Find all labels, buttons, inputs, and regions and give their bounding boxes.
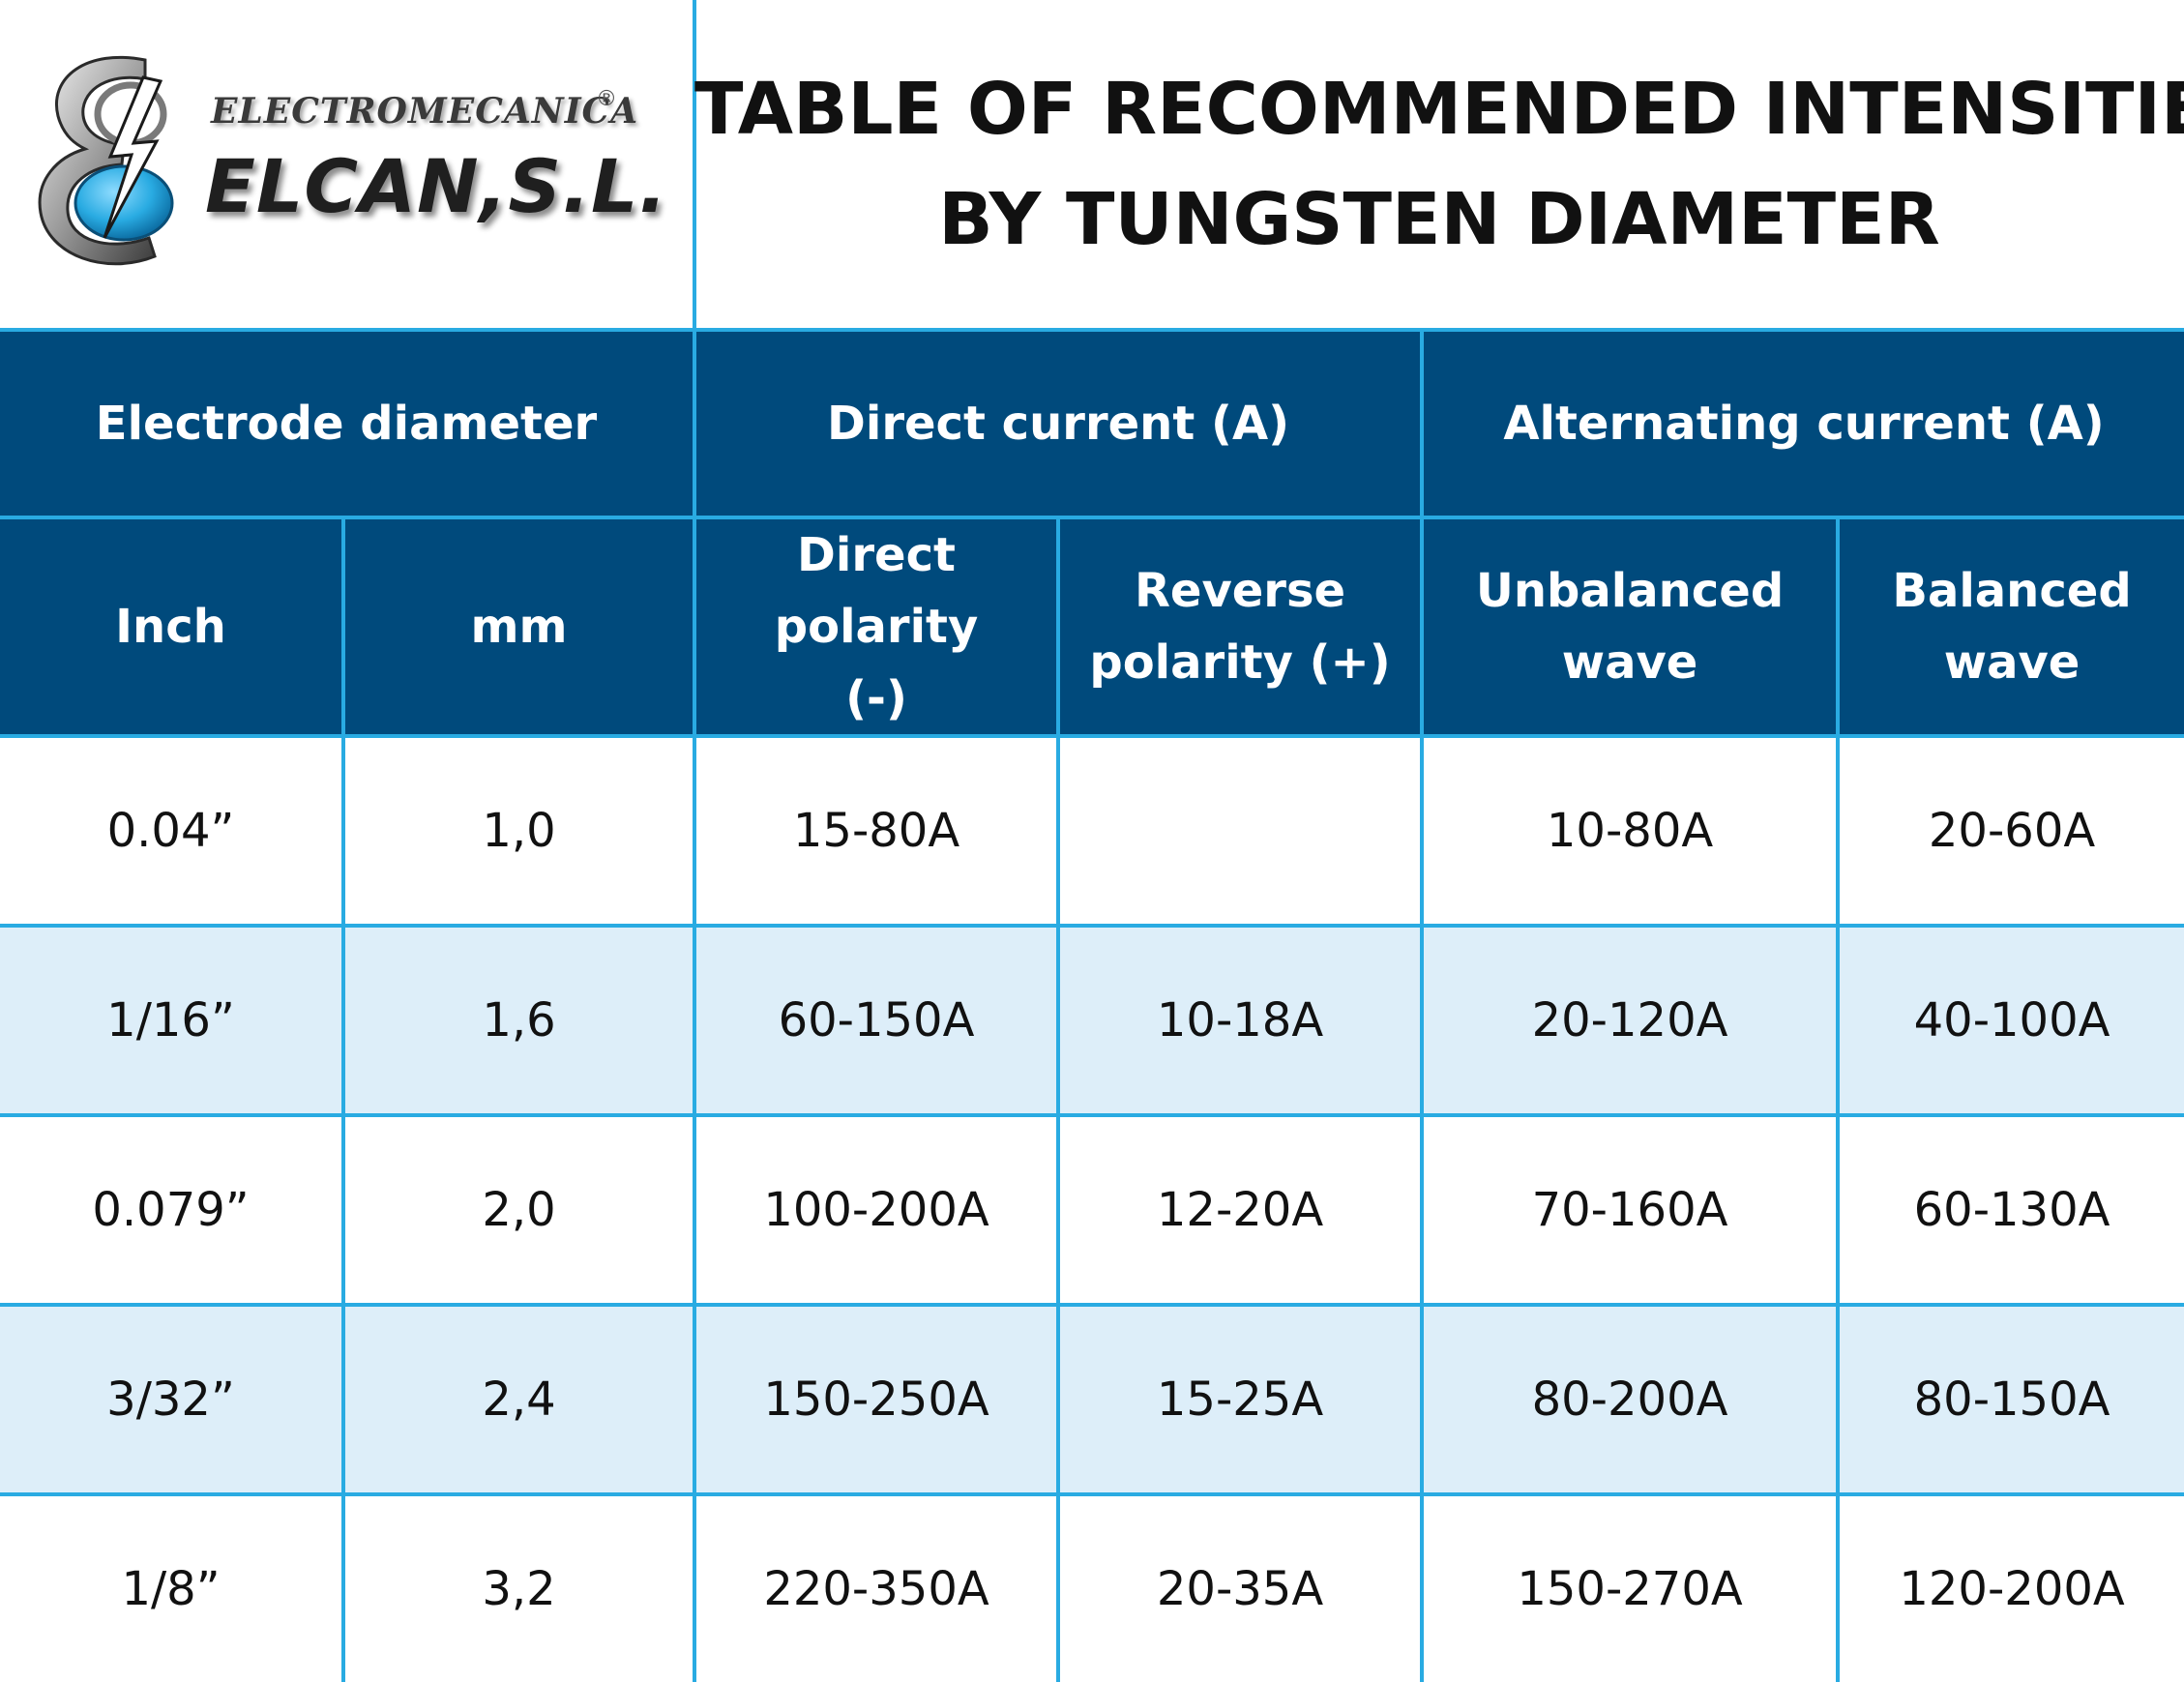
cell-balanced-wave: 40-100A (1836, 924, 2184, 1117)
cell-balanced-wave: 120-200A (1836, 1492, 2184, 1682)
cell-reverse-polarity: 20-35A (1056, 1492, 1425, 1682)
cell-reverse-polarity (1056, 734, 1425, 928)
cell-direct-polarity: 15-80A (693, 734, 1061, 928)
title-line-1: TABLE OF RECOMMENDED INTENSITIES (694, 68, 2184, 151)
cell-inch: 1/8” (0, 1492, 345, 1682)
header-direct-polarity-line-1: Direct polarity (774, 528, 979, 654)
title-line-2: BY TUNGSTEN DIAMETER (938, 178, 1940, 261)
header-direct-polarity: Direct polarity (-) (693, 516, 1061, 738)
header-electrode-diameter: Electrode diameter (0, 328, 697, 519)
logo-main-text: ELCAN,S.L. (205, 143, 668, 229)
cell-unbalanced-wave: 70-160A (1420, 1113, 1841, 1307)
cell-balanced-wave: 20-60A (1836, 734, 2184, 928)
cell-mm: 1,6 (340, 924, 697, 1117)
cell-direct-polarity: 60-150A (693, 924, 1061, 1117)
header-direct-polarity-line-2: (-) (845, 671, 907, 725)
cell-reverse-polarity: 12-20A (1056, 1113, 1425, 1307)
header-balanced-line-2: wave (1943, 635, 2081, 690)
cell-inch: 0.079” (0, 1113, 345, 1307)
page-title: TABLE OF RECOMMENDED INTENSITIES BY TUNG… (694, 54, 2184, 275)
header-alternating-current: Alternating current (A) (1420, 328, 2184, 519)
company-logo: ELECTROMECANICA ® ELCAN,S.L. (29, 48, 666, 280)
header-reverse-polarity-line-2: polarity (+) (1089, 635, 1391, 690)
group-header-row: Electrode diameter Direct current (A) Al… (0, 328, 2184, 519)
cell-mm: 2,0 (340, 1113, 697, 1307)
cell-unbalanced-wave: 10-80A (1420, 734, 1841, 928)
header-direct-current: Direct current (A) (693, 328, 1425, 519)
cell-unbalanced-wave: 20-120A (1420, 924, 1841, 1117)
header-mm: mm (340, 516, 697, 738)
cell-mm: 1,0 (340, 734, 697, 928)
cell-inch: 0.04” (0, 734, 345, 928)
cell-direct-polarity: 150-250A (693, 1303, 1061, 1496)
table-row: 1/8” 3,2 220-350A 20-35A 150-270A 120-20… (0, 1492, 2184, 1682)
table-row: 1/16” 1,6 60-150A 10-18A 20-120A 40-100A (0, 924, 2184, 1117)
header-unbalanced-line-1: Unbalanced (1475, 564, 1785, 618)
header-unbalanced-line-2: wave (1561, 635, 1698, 690)
header-unbalanced-wave: Unbalanced wave (1420, 516, 1841, 738)
header-balanced-wave: Balanced wave (1836, 516, 2184, 738)
cell-balanced-wave: 80-150A (1836, 1303, 2184, 1496)
header-reverse-polarity: Reverse polarity (+) (1056, 516, 1425, 738)
registered-mark: ® (596, 87, 617, 111)
cell-inch: 1/16” (0, 924, 345, 1117)
cell-inch: 3/32” (0, 1303, 345, 1496)
header-inch: Inch (0, 516, 345, 738)
cell-direct-polarity: 220-350A (693, 1492, 1061, 1682)
header-balanced-line-1: Balanced (1892, 564, 2132, 618)
header-divider (693, 0, 696, 328)
sub-header-row: Inch mm Direct polarity (-) Reverse pola… (0, 516, 2184, 738)
logo-top-text: ELECTROMECANICA (211, 91, 639, 132)
logo-emblem-icon (38, 55, 174, 266)
cell-reverse-polarity: 10-18A (1056, 924, 1425, 1117)
table-row: 0.079” 2,0 100-200A 12-20A 70-160A 60-13… (0, 1113, 2184, 1307)
intensity-table: Electrode diameter Direct current (A) Al… (0, 328, 2184, 1682)
cell-mm: 3,2 (340, 1492, 697, 1682)
cell-mm: 2,4 (340, 1303, 697, 1496)
table-row: 3/32” 2,4 150-250A 15-25A 80-200A 80-150… (0, 1303, 2184, 1496)
cell-balanced-wave: 60-130A (1836, 1113, 2184, 1307)
cell-unbalanced-wave: 80-200A (1420, 1303, 1841, 1496)
cell-direct-polarity: 100-200A (693, 1113, 1061, 1307)
header-area: ELECTROMECANICA ® ELCAN,S.L. TABLE OF RE… (0, 0, 2184, 328)
cell-reverse-polarity: 15-25A (1056, 1303, 1425, 1496)
header-reverse-polarity-line-1: Reverse (1134, 564, 1346, 618)
cell-unbalanced-wave: 150-270A (1420, 1492, 1841, 1682)
table-row: 0.04” 1,0 15-80A 10-80A 20-60A (0, 734, 2184, 928)
